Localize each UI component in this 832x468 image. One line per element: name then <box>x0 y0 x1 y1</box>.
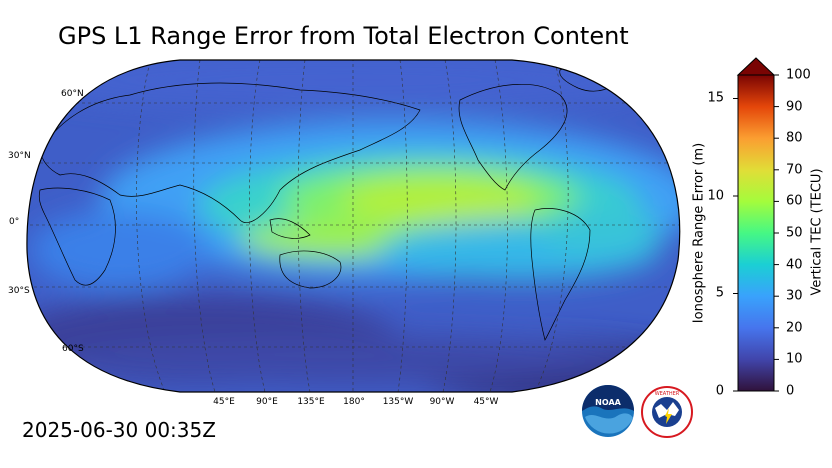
noaa-logo: NOAA <box>582 385 634 437</box>
range-tick-15: 15 <box>707 90 724 106</box>
colorbar-ticks <box>733 74 779 392</box>
tec-tick-10: 10 <box>786 351 803 367</box>
lat-label-30n: 30°N <box>8 151 31 161</box>
colorbar-extend-arrow <box>736 57 776 76</box>
noaa-logo-text: NOAA <box>595 398 621 407</box>
lon-label-135e: 135°E <box>297 397 325 407</box>
lon-label-180: 180° <box>343 397 365 407</box>
lat-label-60s: 60°S <box>62 344 84 354</box>
lat-label-60n: 60°N <box>61 89 84 99</box>
nws-logo: WEATHER <box>641 386 693 438</box>
tec-tick-50: 50 <box>786 225 803 241</box>
tec-tick-40: 40 <box>786 257 803 273</box>
range-error-axis-label: Ionosphere Range Error (m) <box>691 142 707 324</box>
globe-outline <box>26 59 681 393</box>
graticule <box>26 60 680 392</box>
nws-logo-text: WEATHER <box>655 391 680 397</box>
tec-tick-30: 30 <box>786 288 803 304</box>
map-title: GPS L1 Range Error from Total Electron C… <box>58 22 629 50</box>
lon-label-90w: 90°W <box>429 397 455 407</box>
lon-label-45w: 45°W <box>473 397 499 407</box>
tec-tick-60: 60 <box>786 193 803 209</box>
tec-field <box>26 60 680 392</box>
tec-tick-70: 70 <box>786 162 803 178</box>
range-tick-5: 5 <box>715 285 724 301</box>
tec-axis-label: Vertical TEC (TECU) <box>809 168 825 296</box>
lat-label-30s: 30°S <box>8 286 30 296</box>
tec-tick-90: 90 <box>786 99 803 115</box>
colorbar-gradient <box>737 74 775 392</box>
timestamp: 2025-06-30 00:35Z <box>22 418 216 442</box>
lon-label-135w: 135°W <box>382 397 414 407</box>
lon-label-90e: 90°E <box>256 397 278 407</box>
tec-tick-20: 20 <box>786 320 803 336</box>
tec-tick-80: 80 <box>786 130 803 146</box>
tec-tick-100: 100 <box>786 67 811 83</box>
lat-label-0: 0° <box>9 217 20 227</box>
range-tick-0: 0 <box>715 383 724 399</box>
lon-label-45e: 45°E <box>213 397 235 407</box>
tec-tick-0: 0 <box>786 383 795 399</box>
range-tick-10: 10 <box>707 188 724 204</box>
